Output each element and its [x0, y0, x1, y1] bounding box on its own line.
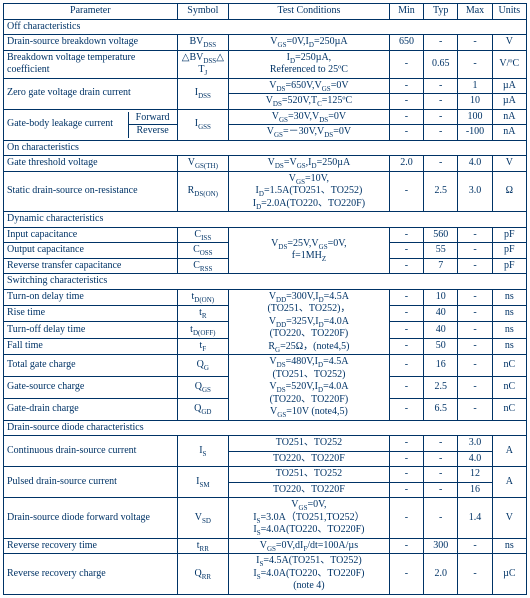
unit: V/ºC	[492, 50, 526, 78]
row-is-1: Continuous drain-source current IS TO251…	[4, 436, 527, 452]
param-label: Gate-body leakage current Forward Revers…	[4, 109, 178, 140]
hdr-units: Units	[492, 4, 526, 20]
param-label: Drain-source breakdown voltage	[4, 35, 178, 51]
min: 650	[389, 35, 423, 51]
hdr-conditions: Test Conditions	[229, 4, 390, 20]
symbol: IDSS	[177, 78, 228, 109]
symbol: IGSS	[177, 109, 228, 140]
row-tdon: Turn-on delay time tD(ON) VDD=300V,ID=4.…	[4, 289, 527, 305]
section-sw: Switching characteristics	[4, 274, 527, 290]
symbol: △BVDSS△TJ	[177, 50, 228, 78]
row-vsd: Drain-source diode forward voltage VSD V…	[4, 498, 527, 539]
hdr-typ: Typ	[424, 4, 458, 20]
typ: 0.65	[424, 50, 458, 78]
typ: -	[424, 35, 458, 51]
hdr-parameter: Parameter	[4, 4, 178, 20]
row-qg: Total gate charge QG VDS=480V,ID=4.5A(TO…	[4, 355, 527, 377]
unit: V	[492, 35, 526, 51]
section-off: Off characteristics	[4, 19, 527, 35]
row-rdson: Static drain-source on-resistance RDS(ON…	[4, 171, 527, 212]
param-label: Breakdown voltage temperature coefficien…	[4, 50, 178, 78]
section-diode: Drain-source diode characteristics	[4, 420, 527, 436]
max: -	[458, 35, 492, 51]
row-bvdss-tc: Breakdown voltage temperature coefficien…	[4, 50, 527, 78]
datasheet-table: Parameter Symbol Test Conditions Min Typ…	[3, 3, 527, 595]
row-bvdss: Drain-source breakdown voltage BVDSS VGS…	[4, 35, 527, 51]
header-row: Parameter Symbol Test Conditions Min Typ…	[4, 4, 527, 20]
hdr-symbol: Symbol	[177, 4, 228, 20]
hdr-max: Max	[458, 4, 492, 20]
row-trr: Reverse recovery time tRR VGS=0V,dIF/dt=…	[4, 538, 527, 554]
symbol: BVDSS	[177, 35, 228, 51]
section-on: On characteristics	[4, 140, 527, 156]
param-label: Zero gate voltage drain current	[4, 78, 178, 109]
row-idss-1: Zero gate voltage drain current IDSS VDS…	[4, 78, 527, 94]
hdr-min: Min	[389, 4, 423, 20]
row-vgsth: Gate threshold voltage VGS(TH) VDS=VGS,I…	[4, 156, 527, 172]
min: -	[389, 50, 423, 78]
row-igss-f: Gate-body leakage current Forward Revers…	[4, 109, 527, 125]
conditions: VDS=650V,VGS=0V	[229, 78, 390, 94]
conditions: ID=250µA,Referenced to 25ºC	[229, 50, 390, 78]
row-ciss: Input capacitance CISS VDS=25V,VGS=0V,f=…	[4, 227, 527, 243]
conditions: VGS=0V,ID=250µA	[229, 35, 390, 51]
section-dyn: Dynamic characteristics	[4, 212, 527, 228]
conditions: VDS=520V,TC=125ºC	[229, 94, 390, 110]
max: -	[458, 50, 492, 78]
row-ism-1: Pulsed drain-source current ISM TO251、TO…	[4, 467, 527, 483]
